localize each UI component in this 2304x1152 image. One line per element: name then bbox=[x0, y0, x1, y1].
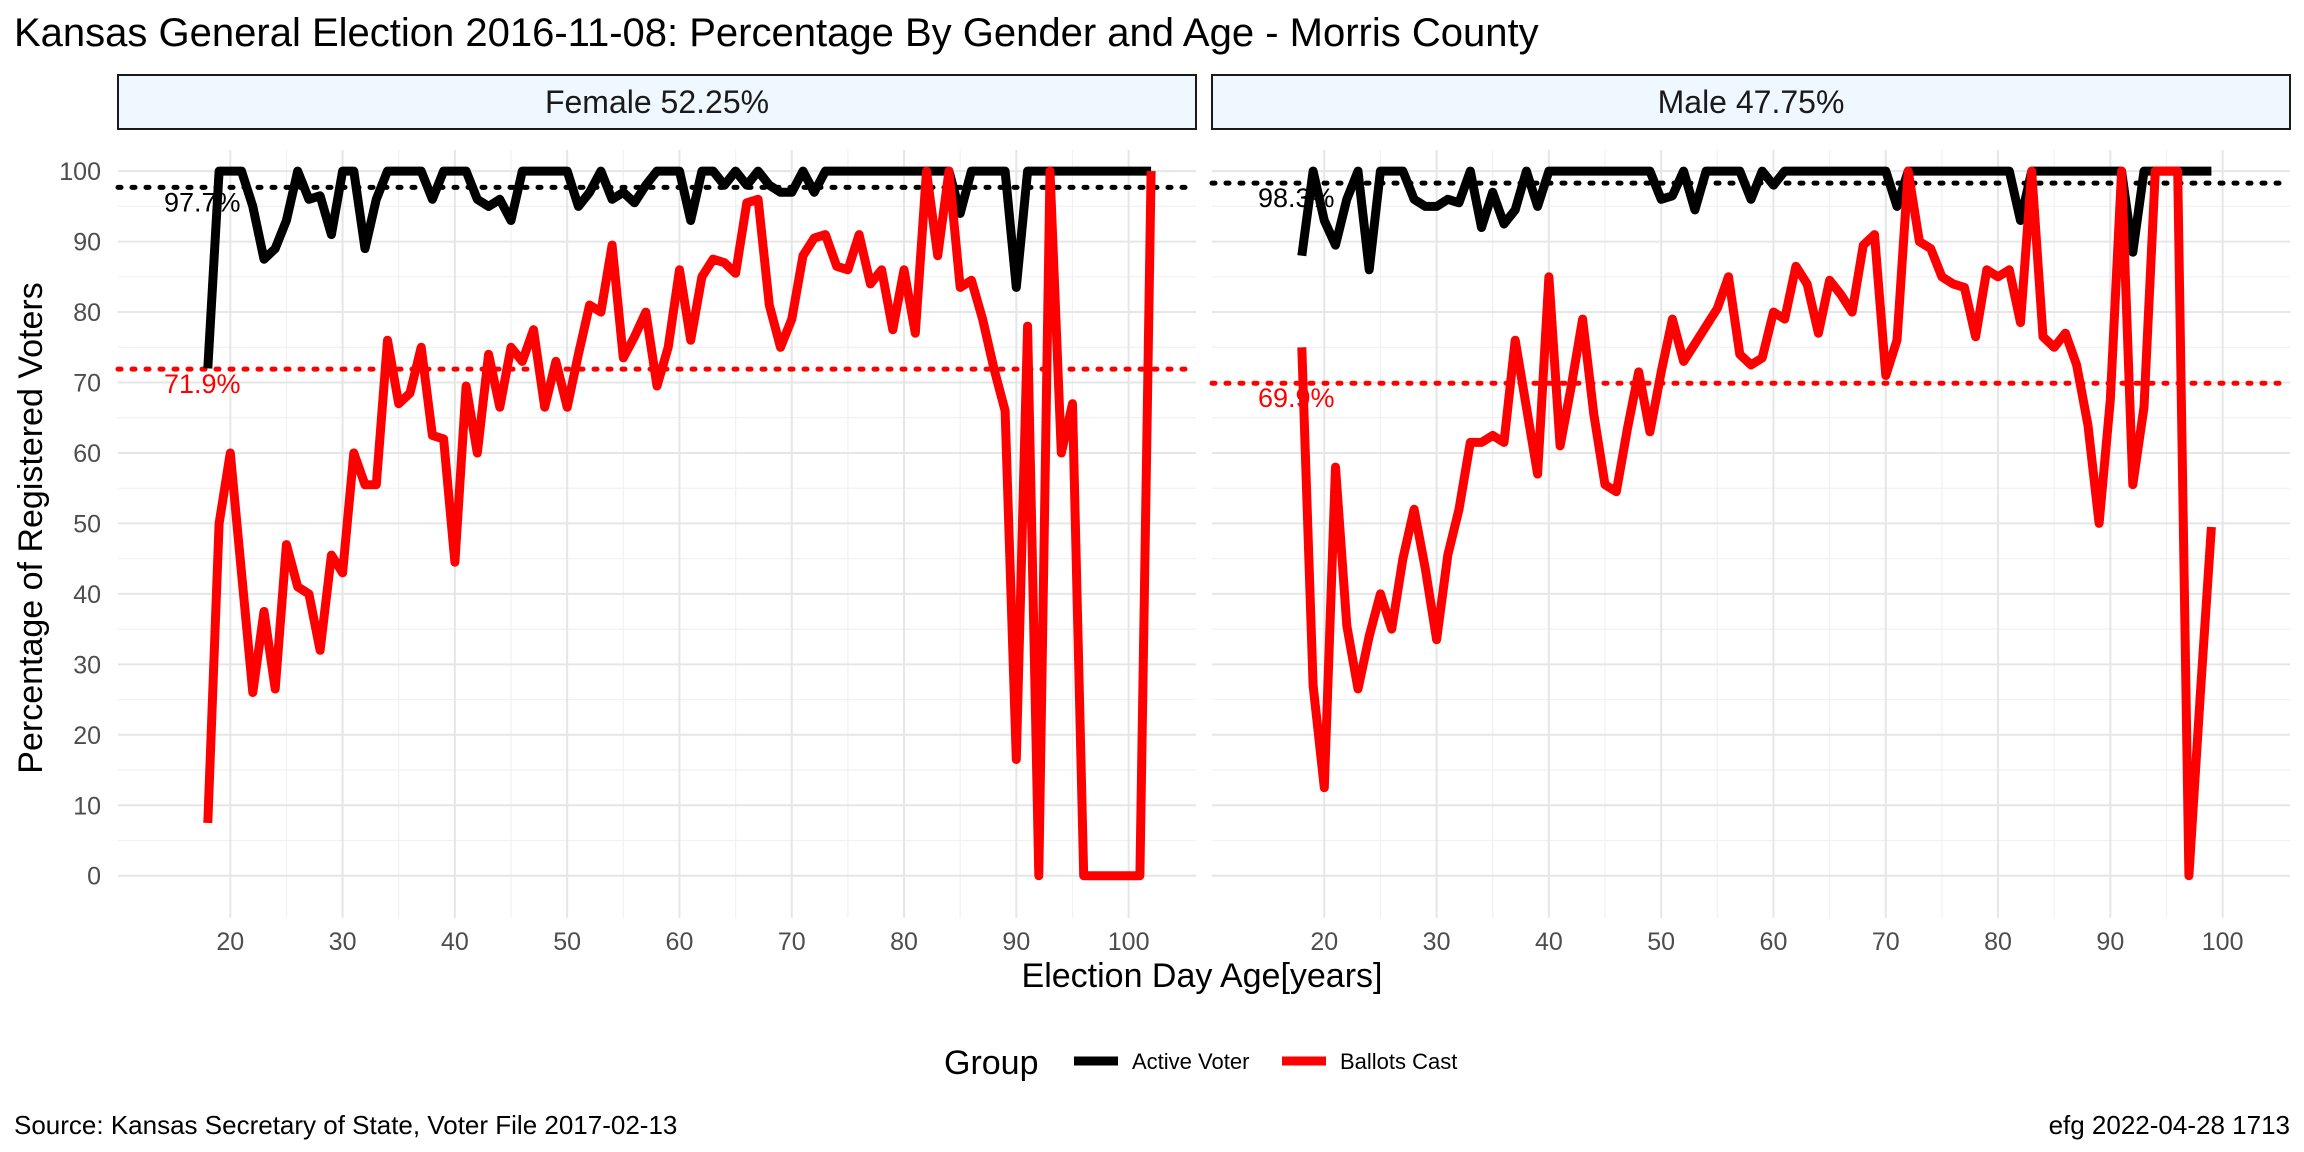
strip-label-male: Male 47.75% bbox=[1658, 84, 1845, 120]
x-tick-label: 20 bbox=[216, 928, 244, 956]
reference-label-active-voter: 97.7% bbox=[164, 187, 241, 217]
x-tick-label: 50 bbox=[1647, 928, 1675, 956]
chart-title: Kansas General Election 2016-11-08: Perc… bbox=[14, 11, 1539, 55]
x-tick-label: 80 bbox=[1984, 928, 2012, 956]
legend: Group Active Voter Ballots Cast bbox=[944, 1044, 1457, 1082]
y-axis-title: Percentage of Registered Voters bbox=[12, 282, 50, 773]
y-tick-label: 0 bbox=[87, 863, 101, 891]
y-tick-label: 70 bbox=[73, 370, 101, 398]
x-tick-label: 70 bbox=[778, 928, 806, 956]
legend-title: Group bbox=[944, 1044, 1039, 1082]
legend-label-active-voter: Active Voter bbox=[1132, 1049, 1249, 1074]
x-tick-label: 60 bbox=[1760, 928, 1788, 956]
panel-male: Male 47.75% 20 30 40 50 60 70 80 90 100 98.3% 69.9% bbox=[1209, 74, 2293, 956]
y-tick-label: 100 bbox=[59, 158, 101, 186]
y-tick-label: 40 bbox=[73, 581, 101, 609]
panel-female: Female 52.25% 20 30 40 50 60 70 80 90 100 0 10 20 30 4… bbox=[59, 74, 1199, 956]
legend-label-ballots-cast: Ballots Cast bbox=[1340, 1049, 1457, 1074]
y-tick-label: 80 bbox=[73, 299, 101, 327]
series-line-active-voter bbox=[203, 166, 1152, 369]
reference-label-ballots-cast: 69.9% bbox=[1258, 383, 1335, 413]
strip-female bbox=[117, 74, 1197, 130]
y-tick-label: 50 bbox=[73, 510, 101, 538]
credit-note: efg 2022-04-28 1713 bbox=[2049, 1110, 2290, 1140]
x-tick-label: 30 bbox=[329, 928, 357, 956]
x-tick-label: 50 bbox=[553, 928, 581, 956]
x-tick-label: 90 bbox=[2096, 928, 2124, 956]
series-line-active-voter bbox=[1297, 166, 2212, 275]
series-line-ballots-cast bbox=[1297, 166, 2216, 881]
y-tick-label: 10 bbox=[73, 792, 101, 820]
y-tick-label: 90 bbox=[73, 229, 101, 257]
x-tick-label: 20 bbox=[1310, 928, 1338, 956]
x-tick-label: 100 bbox=[1108, 928, 1150, 956]
x-tick-label: 60 bbox=[666, 928, 694, 956]
source-note: Source: Kansas Secretary of State, Voter… bbox=[14, 1110, 677, 1140]
x-tick-label: 70 bbox=[1872, 928, 1900, 956]
y-tick-label: 20 bbox=[73, 722, 101, 750]
x-tick-label: 40 bbox=[441, 928, 469, 956]
x-tick-label: 80 bbox=[890, 928, 918, 956]
x-tick-label: 40 bbox=[1535, 928, 1563, 956]
reference-label-ballots-cast: 71.9% bbox=[164, 369, 241, 399]
x-tick-label: 30 bbox=[1423, 928, 1451, 956]
x-tick-label: 90 bbox=[1002, 928, 1030, 956]
strip-label-female: Female 52.25% bbox=[545, 84, 769, 120]
x-tick-label: 100 bbox=[2202, 928, 2244, 956]
strip-male bbox=[1211, 74, 2291, 130]
facet-panels: Female 52.25% 20 30 40 50 60 70 80 90 100 0 10 20 30 4… bbox=[59, 74, 2293, 956]
x-axis-title: Election Day Age[years] bbox=[1022, 957, 1383, 995]
reference-label-active-voter: 98.3% bbox=[1258, 183, 1335, 213]
series-line-ballots-cast bbox=[203, 166, 1156, 881]
y-tick-label: 60 bbox=[73, 440, 101, 468]
y-tick-label: 30 bbox=[73, 651, 101, 679]
